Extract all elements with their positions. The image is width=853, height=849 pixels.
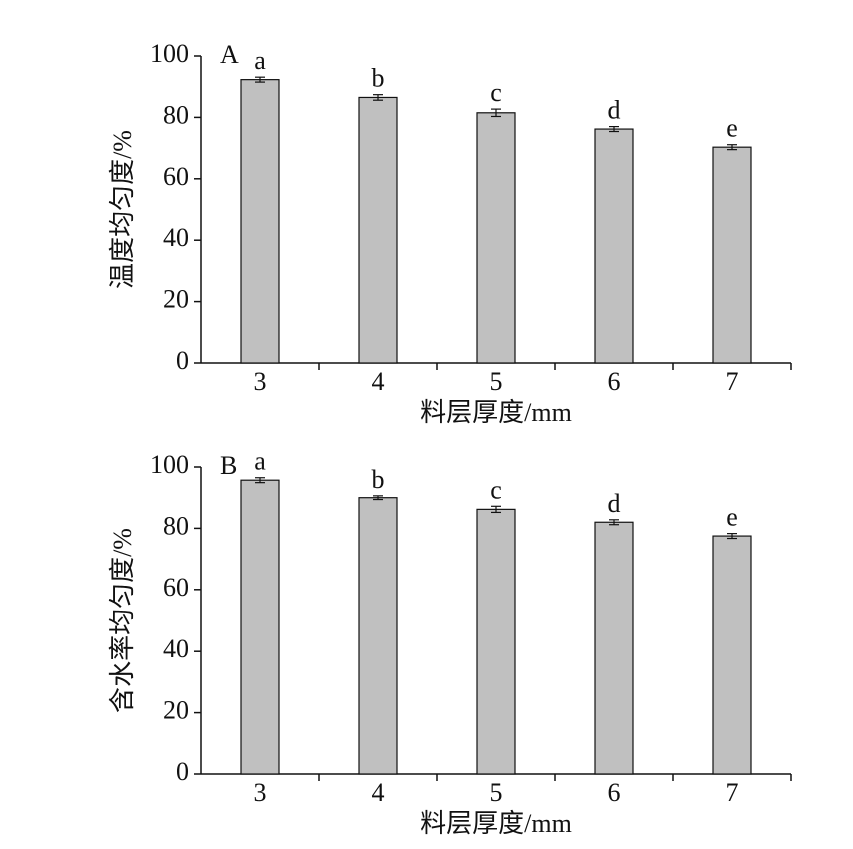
x-tick-label: 4 <box>372 367 385 396</box>
x-tick-label: 7 <box>726 778 739 807</box>
bar <box>358 497 398 775</box>
y-tick-label: 0 <box>176 757 189 786</box>
y-tick-label: 20 <box>163 285 189 314</box>
significance-label: c <box>490 78 502 107</box>
x-tick-label: 6 <box>608 778 621 807</box>
y-tick-label: 0 <box>176 346 189 375</box>
y-tick-label: 100 <box>150 450 189 479</box>
significance-label: e <box>726 114 738 143</box>
y-tick-label: 20 <box>163 696 189 725</box>
bar <box>240 79 280 364</box>
y-tick-label: 60 <box>163 573 189 602</box>
x-tick-label: 4 <box>372 778 385 807</box>
significance-label: b <box>372 64 385 93</box>
y-tick-label: 40 <box>163 223 189 252</box>
significance-label: d <box>608 489 621 518</box>
x-tick-label: 3 <box>254 367 267 396</box>
x-tick-label: 5 <box>490 367 503 396</box>
bar <box>476 508 516 775</box>
bar <box>712 146 752 364</box>
significance-label: e <box>726 503 738 532</box>
x-tick-label: 6 <box>608 367 621 396</box>
significance-label: a <box>254 447 266 476</box>
panel-label: B <box>220 451 237 480</box>
x-axis-label: 料层厚度/mm <box>420 398 572 427</box>
panel-label: A <box>220 40 239 69</box>
significance-label: b <box>372 465 385 494</box>
x-axis-label: 料层厚度/mm <box>420 809 572 838</box>
y-tick-label: 40 <box>163 634 189 663</box>
x-tick-label: 5 <box>490 778 503 807</box>
significance-label: d <box>608 96 621 125</box>
x-tick-label: 3 <box>254 778 267 807</box>
bar <box>594 128 634 364</box>
y-tick-label: 60 <box>163 162 189 191</box>
significance-label: c <box>490 475 502 504</box>
y-tick-label: 80 <box>163 100 189 129</box>
y-axis-label: 含水率均匀度/% <box>108 528 137 713</box>
bar <box>358 96 398 364</box>
y-axis-label: 温度均匀度/% <box>108 130 137 289</box>
bar <box>712 535 752 775</box>
bar <box>476 112 516 364</box>
x-tick-label: 7 <box>726 367 739 396</box>
bar <box>240 479 280 775</box>
significance-label: a <box>254 46 266 75</box>
y-tick-label: 80 <box>163 511 189 540</box>
y-tick-label: 100 <box>150 39 189 68</box>
bar <box>594 521 634 775</box>
